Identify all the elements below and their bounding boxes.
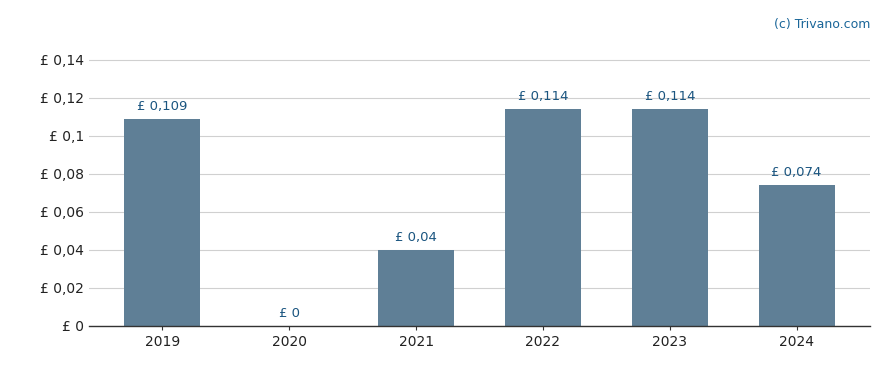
Text: £ 0,04: £ 0,04: [395, 231, 437, 244]
Text: £ 0,074: £ 0,074: [772, 166, 822, 179]
Text: £ 0,114: £ 0,114: [518, 90, 568, 104]
Bar: [505, 109, 581, 326]
Text: £ 0,109: £ 0,109: [137, 100, 187, 113]
Bar: [631, 109, 708, 326]
Text: £ 0,114: £ 0,114: [645, 90, 695, 104]
Text: £ 0: £ 0: [279, 307, 300, 320]
Bar: [124, 119, 201, 326]
Text: (c) Trivano.com: (c) Trivano.com: [773, 18, 870, 31]
Bar: [378, 250, 454, 326]
Bar: [758, 185, 835, 326]
